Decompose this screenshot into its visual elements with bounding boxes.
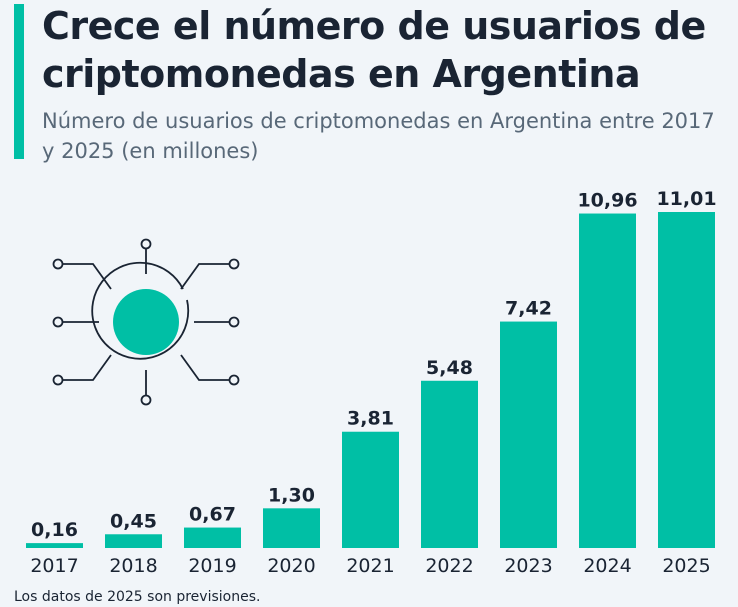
bar-2019 bbox=[184, 527, 241, 548]
bar-2020 bbox=[263, 508, 320, 548]
value-label-2025: 11,01 bbox=[656, 188, 716, 210]
value-label-2021: 3,81 bbox=[347, 408, 394, 430]
crypto-network-icon bbox=[52, 238, 240, 406]
x-tick-label-2020: 2020 bbox=[267, 555, 315, 577]
value-label-2022: 5,48 bbox=[426, 357, 473, 379]
value-label-2024: 10,96 bbox=[577, 190, 637, 212]
value-label-2023: 7,42 bbox=[505, 298, 552, 320]
bar-chart: 0,16 2017 0,45 2018 0,67 2019 1,30 2020 3,81 2021… bbox=[26, 188, 717, 577]
x-tick-label-2024: 2024 bbox=[583, 555, 631, 577]
value-label-2019: 0,67 bbox=[189, 504, 236, 526]
bar-2021 bbox=[342, 431, 399, 548]
bar-2017 bbox=[26, 543, 83, 548]
x-tick-label-2017: 2017 bbox=[30, 555, 78, 577]
x-tick-label-2018: 2018 bbox=[109, 555, 157, 577]
chart-subtitle: Número de usuarios de criptomonedas en A… bbox=[42, 109, 715, 163]
x-tick-label-2019: 2019 bbox=[188, 555, 236, 577]
chart-title: Crece el número de usuarios de criptomon… bbox=[42, 4, 706, 96]
x-tick-label-2025: 2025 bbox=[662, 555, 710, 577]
bar-2018 bbox=[105, 534, 162, 548]
x-tick-label-2023: 2023 bbox=[504, 555, 552, 577]
bar-2025 bbox=[658, 212, 715, 548]
title-accent-bar bbox=[14, 4, 24, 159]
value-label-2018: 0,45 bbox=[110, 510, 157, 532]
value-label-2017: 0,16 bbox=[31, 519, 78, 541]
footnote: Los datos de 2025 son previsiones. bbox=[14, 589, 261, 605]
x-tick-label-2021: 2021 bbox=[346, 555, 394, 577]
bar-2024 bbox=[579, 213, 636, 548]
bar-2022 bbox=[421, 380, 478, 548]
bar-2023 bbox=[500, 321, 557, 548]
value-label-2020: 1,30 bbox=[268, 484, 315, 506]
x-tick-label-2022: 2022 bbox=[425, 555, 473, 577]
